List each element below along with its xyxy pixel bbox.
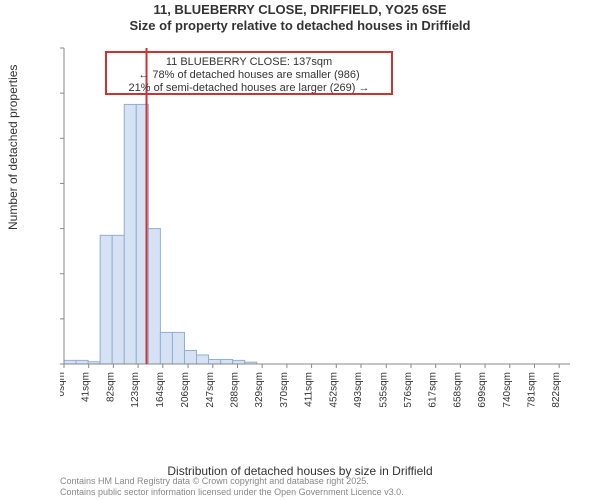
x-tick-label: 41sqm xyxy=(81,372,92,402)
histogram-bar xyxy=(124,104,136,364)
x-tick-label: 123sqm xyxy=(130,372,141,408)
histogram-bar xyxy=(160,332,172,364)
attribution-line2: Contains public sector information licen… xyxy=(60,487,404,498)
y-axis-label: Number of detached properties xyxy=(6,65,20,230)
x-tick-label: 576sqm xyxy=(403,372,414,408)
x-tick-label: 822sqm xyxy=(551,372,562,408)
annotation-line1: 11 BLUEBERRY CLOSE: 137sqm xyxy=(166,56,332,68)
x-tick-label: 452sqm xyxy=(328,372,339,408)
histogram-bar xyxy=(209,359,221,364)
annotation-line2: ← 78% of detached houses are smaller (98… xyxy=(138,69,359,81)
histogram-bar xyxy=(76,360,88,364)
histogram-bar xyxy=(100,235,112,364)
histogram-bar xyxy=(148,229,160,364)
x-tick-label: 535sqm xyxy=(378,372,389,408)
x-tick-label: 699sqm xyxy=(477,372,488,408)
title-line1: 11, BLUEBERRY CLOSE, DRIFFIELD, YO25 6SE xyxy=(0,2,600,18)
title-line2: Size of property relative to detached ho… xyxy=(0,18,600,34)
histogram-bar xyxy=(64,360,76,364)
histogram-bar xyxy=(172,332,184,364)
x-tick-label: 329sqm xyxy=(254,372,265,408)
attribution-line1: Contains HM Land Registry data © Crown c… xyxy=(60,476,404,487)
x-tick-label: 82sqm xyxy=(105,372,116,402)
histogram-bar xyxy=(112,235,124,364)
x-tick-label: 493sqm xyxy=(353,372,364,408)
x-tick-label: 781sqm xyxy=(526,372,537,408)
histogram-bar xyxy=(233,360,245,364)
x-tick-label: 206sqm xyxy=(180,372,191,408)
histogram-bar xyxy=(221,359,233,364)
x-tick-label: 288sqm xyxy=(229,372,240,408)
histogram-bar xyxy=(197,355,209,364)
x-tick-label: 370sqm xyxy=(279,372,290,408)
annotation-line3: 21% of semi-detached houses are larger (… xyxy=(129,82,370,94)
x-tick-label: 247sqm xyxy=(205,372,216,408)
chart-container: 11, BLUEBERRY CLOSE, DRIFFIELD, YO25 6SE… xyxy=(0,0,600,500)
plot-area: 01002003004005006007000sqm41sqm82sqm123s… xyxy=(60,44,580,414)
x-tick-label: 411sqm xyxy=(304,372,315,407)
x-tick-label: 740sqm xyxy=(502,372,513,408)
x-tick-label: 617sqm xyxy=(428,372,439,408)
x-tick-label: 164sqm xyxy=(155,372,166,408)
histogram-bar xyxy=(184,350,196,364)
chart-svg: 01002003004005006007000sqm41sqm82sqm123s… xyxy=(60,44,580,414)
title-block: 11, BLUEBERRY CLOSE, DRIFFIELD, YO25 6SE… xyxy=(0,0,600,35)
x-tick-label: 0sqm xyxy=(60,372,67,396)
attribution-block: Contains HM Land Registry data © Crown c… xyxy=(60,476,404,498)
x-tick-label: 658sqm xyxy=(452,372,463,408)
